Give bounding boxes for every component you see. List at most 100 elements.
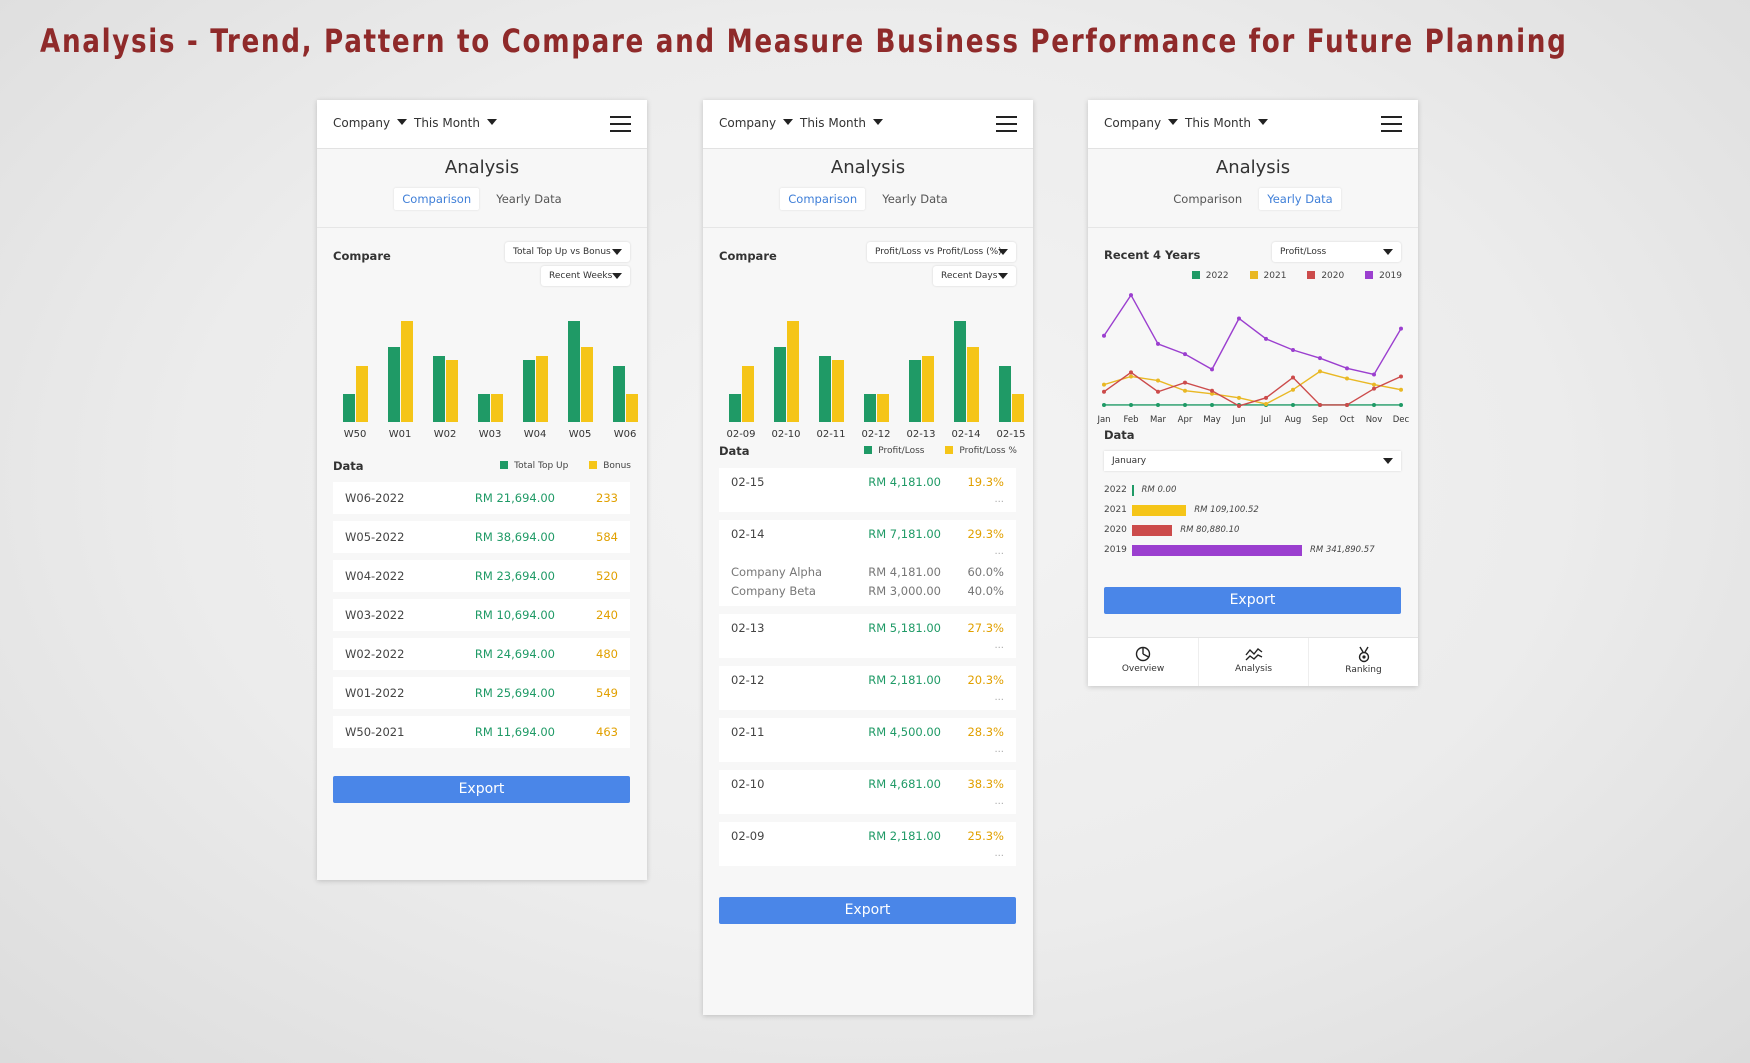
data-row[interactable]: W01-2022 RM 25,694.00 549 bbox=[333, 677, 630, 709]
export-button[interactable]: Export bbox=[333, 776, 630, 803]
data-row[interactable]: W06-2022 RM 21,694.00 233 bbox=[333, 482, 630, 514]
point-2019-Nov bbox=[1372, 372, 1376, 377]
legend-swatch bbox=[500, 461, 509, 469]
point-2019-Apr bbox=[1183, 352, 1187, 357]
period-dropdown[interactable]: This Month bbox=[1185, 116, 1268, 130]
row-amount: RM 4,681.00 bbox=[868, 777, 941, 791]
metric-select[interactable]: Profit/Loss bbox=[1272, 242, 1401, 262]
more-icon[interactable]: ... bbox=[994, 546, 1004, 557]
export-button[interactable]: Export bbox=[1104, 587, 1401, 614]
range-select-value: Recent Weeks bbox=[549, 271, 613, 281]
range-select[interactable]: Recent Days bbox=[933, 266, 1016, 286]
point-2019-Jun bbox=[1237, 316, 1241, 321]
caret-down-icon bbox=[1383, 249, 1393, 255]
legend-swatch bbox=[1191, 271, 1200, 279]
data-row[interactable]: 02-14 RM 7,181.00 29.3%... Company Alpha RM … bbox=[719, 520, 1016, 606]
data-row[interactable]: 02-09 RM 2,181.00 25.3%... bbox=[719, 822, 1016, 866]
sub-row-company: Company Beta bbox=[731, 584, 816, 598]
metric-select[interactable]: Total Top Up vs Bonus bbox=[505, 242, 630, 262]
company-dropdown[interactable]: Company bbox=[719, 116, 794, 130]
row-week: W05-2022 bbox=[345, 530, 405, 544]
data-row[interactable]: 02-12 RM 2,181.00 20.3%... bbox=[719, 666, 1016, 710]
nav-analysis[interactable]: Analysis bbox=[1198, 638, 1308, 686]
point-2019-Jan bbox=[1102, 333, 1106, 338]
data-row[interactable]: 02-10 RM 4,681.00 38.3%... bbox=[719, 770, 1016, 814]
row-amount: RM 25,694.00 bbox=[474, 686, 555, 700]
metric-select-value: Total Top Up vs Bonus bbox=[513, 247, 611, 257]
range-select[interactable]: Recent Weeks bbox=[541, 266, 630, 286]
x-tick-label: May bbox=[1203, 415, 1221, 425]
tab-yearly-data[interactable]: Yearly Data bbox=[882, 192, 948, 206]
x-tick-label: Jul bbox=[1260, 415, 1272, 425]
row-bonus: 549 bbox=[596, 686, 618, 700]
point-2021-Nov bbox=[1372, 382, 1376, 387]
more-icon[interactable]: ... bbox=[994, 692, 1004, 703]
line-series-2020 bbox=[1103, 371, 1402, 407]
company-label: Company bbox=[719, 116, 777, 130]
row-amount: RM 23,694.00 bbox=[474, 569, 555, 583]
nav-overview[interactable]: Overview bbox=[1088, 638, 1198, 686]
range-select-value: Recent Days bbox=[941, 271, 998, 281]
tab-comparison[interactable]: Comparison bbox=[394, 188, 480, 210]
nav-ranking[interactable]: Ranking bbox=[1308, 638, 1418, 686]
bar-chart-profit-loss: 02-09 02-10 02-11 02-12 02-13 02-14 02-15 bbox=[726, 321, 1026, 440]
bar-W02-series2 bbox=[446, 360, 458, 422]
hamburger-menu-icon[interactable] bbox=[610, 116, 631, 132]
point-2019-Feb bbox=[1129, 293, 1133, 298]
point-2021-Oct bbox=[1345, 376, 1349, 381]
tab-yearly-data[interactable]: Yearly Data bbox=[496, 192, 562, 206]
data-row[interactable]: 02-15 RM 4,181.00 19.3%... bbox=[719, 468, 1016, 512]
bar-02-13-series1 bbox=[909, 360, 921, 422]
data-row[interactable]: W02-2022 RM 24,694.00 480 bbox=[333, 638, 630, 670]
period-label: This Month bbox=[414, 116, 480, 130]
row-amount: RM 21,694.00 bbox=[474, 491, 555, 505]
period-dropdown[interactable]: This Month bbox=[414, 116, 497, 130]
legend-profit-loss: Profit/Loss bbox=[878, 446, 925, 456]
x-tick-label: 02-13 bbox=[906, 429, 935, 440]
export-button[interactable]: Export bbox=[719, 897, 1016, 924]
month-select[interactable]: January bbox=[1104, 451, 1401, 471]
more-icon[interactable]: ... bbox=[994, 744, 1004, 755]
data-row[interactable]: 02-11 RM 4,500.00 28.3%... bbox=[719, 718, 1016, 762]
row-week: W03-2022 bbox=[345, 608, 405, 622]
tab-comparison[interactable]: Comparison bbox=[780, 188, 866, 210]
x-tick-label: 02-11 bbox=[816, 429, 845, 440]
nav-analysis-label: Analysis bbox=[1234, 664, 1273, 674]
recent-years-label: Recent 4 Years bbox=[1104, 248, 1201, 262]
more-icon[interactable]: ... bbox=[994, 848, 1004, 859]
data-row[interactable]: W05-2022 RM 38,694.00 584 bbox=[333, 521, 630, 553]
point-2021-Aug bbox=[1291, 387, 1295, 392]
data-row[interactable]: W04-2022 RM 23,694.00 520 bbox=[333, 560, 630, 592]
bar-W03-series1 bbox=[478, 394, 490, 422]
metric-select[interactable]: Profit/Loss vs Profit/Loss (%) bbox=[867, 242, 1016, 262]
tab-yearly-data[interactable]: Yearly Data bbox=[1259, 188, 1341, 210]
x-tick-label: Nov bbox=[1365, 415, 1383, 425]
data-row[interactable]: 02-13 RM 5,181.00 27.3%... bbox=[719, 614, 1016, 658]
data-row[interactable]: W50-2021 RM 11,694.00 463 bbox=[333, 716, 630, 748]
data-row[interactable]: W03-2022 RM 10,694.00 240 bbox=[333, 599, 630, 631]
point-2022-Feb bbox=[1129, 402, 1133, 407]
point-2019-May bbox=[1210, 367, 1214, 372]
company-dropdown[interactable]: Company bbox=[1104, 116, 1179, 130]
row-bonus: 233 bbox=[596, 491, 618, 505]
bar-02-09-series2 bbox=[742, 366, 754, 422]
period-dropdown[interactable]: This Month bbox=[800, 116, 883, 130]
x-tick-label: 02-09 bbox=[726, 429, 755, 440]
more-icon[interactable]: ... bbox=[994, 640, 1004, 651]
hamburger-menu-icon[interactable] bbox=[996, 116, 1017, 132]
bar-W04-series2 bbox=[536, 356, 548, 422]
x-tick-label: Sep bbox=[1311, 415, 1329, 425]
hamburger-menu-icon[interactable] bbox=[1381, 116, 1402, 132]
point-2022-Nov bbox=[1372, 402, 1376, 407]
sub-row-company: Company Alpha bbox=[731, 565, 823, 579]
row-week: W01-2022 bbox=[345, 686, 405, 700]
x-tick-label: Dec bbox=[1392, 415, 1410, 425]
more-icon[interactable]: ... bbox=[994, 494, 1004, 505]
nav-ranking-label: Ranking bbox=[1345, 665, 1382, 675]
legend-profit-loss-pct: Profit/Loss % bbox=[959, 446, 1017, 456]
company-dropdown[interactable]: Company bbox=[333, 116, 408, 130]
x-tick-label: 02-15 bbox=[996, 429, 1025, 440]
tab-comparison[interactable]: Comparison bbox=[1173, 192, 1243, 206]
legend-swatch bbox=[945, 446, 954, 454]
more-icon[interactable]: ... bbox=[994, 796, 1004, 807]
